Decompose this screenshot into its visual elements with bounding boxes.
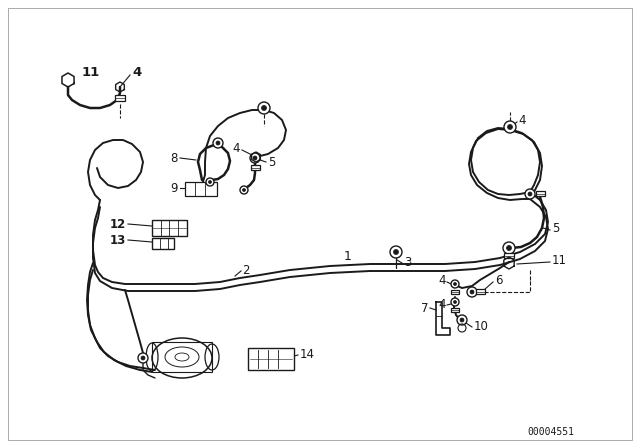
Bar bbox=[152, 220, 187, 236]
Circle shape bbox=[503, 242, 515, 254]
Text: 8: 8 bbox=[171, 151, 178, 164]
Text: 10: 10 bbox=[474, 319, 489, 332]
Text: 14: 14 bbox=[300, 348, 315, 361]
Text: 2: 2 bbox=[242, 263, 250, 276]
Circle shape bbox=[258, 102, 270, 114]
Circle shape bbox=[243, 189, 246, 191]
Text: 13: 13 bbox=[109, 233, 126, 246]
Circle shape bbox=[262, 105, 266, 111]
Text: 5: 5 bbox=[552, 221, 559, 234]
Circle shape bbox=[250, 153, 260, 163]
Circle shape bbox=[508, 125, 513, 129]
Text: 1: 1 bbox=[344, 250, 352, 263]
Text: 7: 7 bbox=[420, 302, 428, 314]
Bar bbox=[536, 191, 545, 197]
Text: 11: 11 bbox=[552, 254, 567, 267]
Circle shape bbox=[253, 156, 257, 160]
Bar bbox=[115, 95, 125, 101]
Circle shape bbox=[240, 186, 248, 194]
Circle shape bbox=[141, 356, 145, 360]
Bar bbox=[185, 182, 217, 196]
Circle shape bbox=[470, 290, 474, 294]
Text: 00004551: 00004551 bbox=[527, 427, 574, 437]
Circle shape bbox=[451, 280, 459, 288]
Circle shape bbox=[467, 287, 477, 297]
Circle shape bbox=[454, 283, 456, 285]
Circle shape bbox=[454, 301, 456, 303]
Bar bbox=[152, 342, 212, 372]
Bar bbox=[504, 254, 514, 258]
Text: 4: 4 bbox=[132, 65, 141, 78]
Circle shape bbox=[528, 192, 532, 196]
Text: 12: 12 bbox=[109, 217, 126, 231]
Text: 11: 11 bbox=[82, 65, 100, 78]
Text: 4: 4 bbox=[232, 142, 240, 155]
Circle shape bbox=[451, 298, 459, 306]
Circle shape bbox=[504, 121, 516, 133]
Text: 6: 6 bbox=[495, 273, 502, 287]
Bar bbox=[250, 165, 259, 171]
Circle shape bbox=[206, 178, 214, 186]
Circle shape bbox=[460, 318, 464, 322]
Circle shape bbox=[216, 141, 220, 145]
Circle shape bbox=[390, 246, 402, 258]
Text: 9: 9 bbox=[170, 181, 178, 194]
Bar bbox=[451, 290, 459, 294]
Text: 4: 4 bbox=[438, 273, 446, 287]
Circle shape bbox=[138, 353, 148, 363]
Text: 4: 4 bbox=[438, 297, 446, 310]
Bar bbox=[476, 289, 484, 294]
Bar bbox=[451, 308, 459, 312]
Circle shape bbox=[213, 138, 223, 148]
Circle shape bbox=[394, 250, 399, 254]
Circle shape bbox=[506, 246, 511, 250]
Text: 5: 5 bbox=[268, 155, 275, 168]
Bar bbox=[248, 348, 294, 370]
Text: 4: 4 bbox=[518, 113, 525, 126]
Circle shape bbox=[209, 181, 211, 184]
Text: 3: 3 bbox=[404, 255, 412, 268]
Circle shape bbox=[525, 189, 535, 199]
Circle shape bbox=[457, 315, 467, 325]
Bar bbox=[152, 238, 174, 249]
